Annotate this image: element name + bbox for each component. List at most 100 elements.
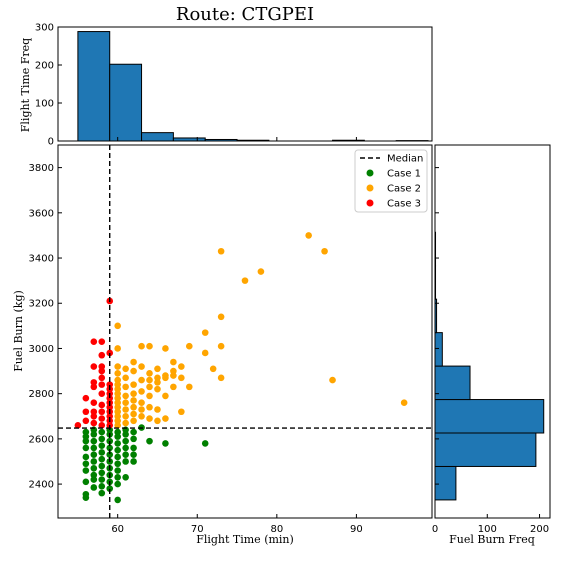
legend: Median Case 1 Case 2 Case 3 [354,149,428,213]
scatter-point-case-2 [122,392,129,400]
legend-median-label: Median [387,154,423,165]
scatter-point-case-3 [98,390,106,397]
scatter-point-case-1 [122,474,129,481]
scatter-point-case-1 [122,437,129,445]
scatter-point-case-1 [98,442,106,449]
scatter-point-case-1 [98,462,106,470]
scatter-point-case-3 [106,394,114,402]
top-histogram-frame [57,26,433,142]
top-histogram-y-tick-label: 0 [48,137,54,148]
scatter-point-case-2 [146,415,153,422]
scatter-y-tick-label: 3800 [29,163,54,174]
scatter-x-tick-label: 70 [191,524,204,535]
scatter-point-case-1 [122,444,129,452]
right-histogram-x-tick-label: 200 [530,524,549,535]
scatter-point-case-1 [106,451,114,459]
scatter-point-case-2 [201,329,209,336]
scatter-point-case-2 [146,370,153,377]
right-histogram-x-tick-label: 100 [478,524,497,535]
right-histogram-x-axis-label: Fuel Burn Freq [449,533,535,546]
scatter-point-case-2 [114,345,121,352]
scatter-point-case-1 [114,474,121,481]
scatter-point-case-3 [98,351,106,359]
right-histogram-bar [434,432,537,467]
scatter-point-case-1 [146,437,153,445]
scatter-point-case-2 [114,370,121,377]
scatter-y-tick-label: 3400 [29,254,54,265]
scatter-point-case-1 [98,469,106,477]
scatter-point-case-2 [154,417,161,425]
right-histogram-panel: 0 100 200 [432,144,551,535]
scatter-y-tick-label: 2400 [29,480,54,491]
scatter-point-case-3 [82,394,90,402]
scatter-point-case-2 [130,358,137,366]
scatter-point-case-2 [114,385,121,393]
scatter-point-case-3 [90,338,98,345]
scatter-point-case-1 [90,458,98,465]
scatter-x-axis-label: Flight Time (min) [196,533,294,546]
scatter-point-case-1 [82,428,90,436]
scatter-panel: 60 70 80 90 2400 2600 2800 3000 3200 3400 3600 3800 [29,144,433,535]
scatter-point-case-3 [90,363,98,370]
scatter-y-tick-label: 2800 [29,389,54,400]
scatter-point-case-1 [122,451,129,459]
scatter-point-case-2 [201,349,209,357]
scatter-point-case-1 [98,483,106,490]
scatter-point-case-2 [114,417,121,425]
scatter-point-case-1 [90,431,98,438]
legend-swatch-case-1 [366,169,374,177]
scatter-point-case-2 [130,397,137,404]
scatter-point-case-2 [122,383,129,391]
scatter-point-case-2 [114,412,121,420]
scatter-point-case-2 [130,410,137,418]
scatter-point-case-2 [305,232,312,239]
scatter-point-case-1 [130,444,137,452]
scatter-point-case-3 [74,422,82,429]
scatter-point-case-2 [170,367,177,375]
top-histogram-y-tick-label: 100 [35,99,54,110]
top-histogram-panel: 0 100 200 300 [35,23,433,148]
scatter-point-case-1 [90,444,98,452]
scatter-point-case-2 [146,383,153,391]
scatter-point-case-3 [98,363,106,370]
top-histogram-bar [141,132,174,142]
scatter-point-case-1 [114,467,121,474]
scatter-point-case-1 [98,489,106,497]
scatter-point-case-2 [154,374,161,382]
scatter-point-case-1 [82,460,90,468]
scatter-point-case-2 [146,376,153,384]
scatter-point-case-2 [146,392,153,400]
scatter-y-tick-label: 3600 [29,208,54,219]
right-histogram-bar [434,399,545,434]
right-histogram-x-tick-label: 0 [432,524,438,535]
scatter-point-case-2 [138,363,145,370]
scatter-point-case-2 [185,342,193,350]
scatter-point-case-2 [178,374,185,382]
scatter-point-case-2 [122,406,129,413]
scatter-point-case-1 [130,435,137,443]
scatter-point-case-2 [114,403,121,411]
scatter-x-tick-label: 60 [111,524,124,535]
scatter-point-case-2 [114,363,121,370]
scatter-point-case-3 [90,408,98,416]
scatter-point-case-3 [90,412,98,420]
scatter-point-case-3 [98,408,106,416]
scatter-point-case-2 [138,406,145,413]
top-histogram-bar [109,63,143,142]
scatter-point-case-3 [90,419,98,427]
scatter-point-case-2 [257,268,265,275]
scatter-point-case-2 [138,388,145,395]
scatter-point-case-3 [106,349,114,357]
scatter-point-case-3 [98,374,106,382]
scatter-point-case-1 [90,451,98,459]
legend-label-case-2: Case 2 [387,184,421,195]
scatter-y-tick-label: 3200 [29,299,54,310]
scatter-point-case-1 [82,444,90,452]
right-histogram-bar [434,365,471,401]
scatter-point-case-3 [98,367,106,375]
legend-swatch-case-3 [366,199,374,207]
scatter-point-case-1 [114,440,121,447]
scatter-point-case-2 [154,379,161,386]
top-histogram-y-tick-label: 200 [35,61,54,72]
scatter-point-case-2 [122,374,129,382]
